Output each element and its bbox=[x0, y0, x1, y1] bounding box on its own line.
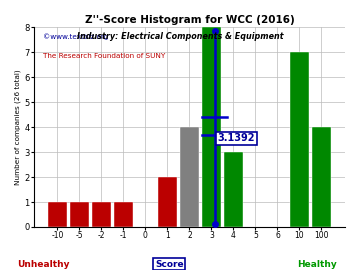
Text: The Research Foundation of SUNY: The Research Foundation of SUNY bbox=[43, 53, 165, 59]
Bar bbox=[92, 202, 111, 227]
Bar bbox=[202, 27, 221, 227]
Text: Healthy: Healthy bbox=[297, 260, 337, 269]
Text: 3.1392: 3.1392 bbox=[218, 133, 255, 143]
Title: Z''-Score Histogram for WCC (2016): Z''-Score Histogram for WCC (2016) bbox=[85, 15, 294, 25]
Bar bbox=[312, 127, 331, 227]
Bar bbox=[180, 127, 199, 227]
Text: ©www.textbiz.org: ©www.textbiz.org bbox=[43, 33, 108, 40]
Bar bbox=[70, 202, 89, 227]
Text: Industry: Electrical Components & Equipment: Industry: Electrical Components & Equipm… bbox=[77, 32, 283, 41]
Bar bbox=[158, 177, 177, 227]
Text: Score: Score bbox=[155, 260, 184, 269]
Bar bbox=[48, 202, 67, 227]
Bar bbox=[290, 52, 309, 227]
Y-axis label: Number of companies (26 total): Number of companies (26 total) bbox=[15, 69, 22, 185]
Bar bbox=[224, 152, 243, 227]
Text: Unhealthy: Unhealthy bbox=[17, 260, 69, 269]
Bar bbox=[114, 202, 133, 227]
